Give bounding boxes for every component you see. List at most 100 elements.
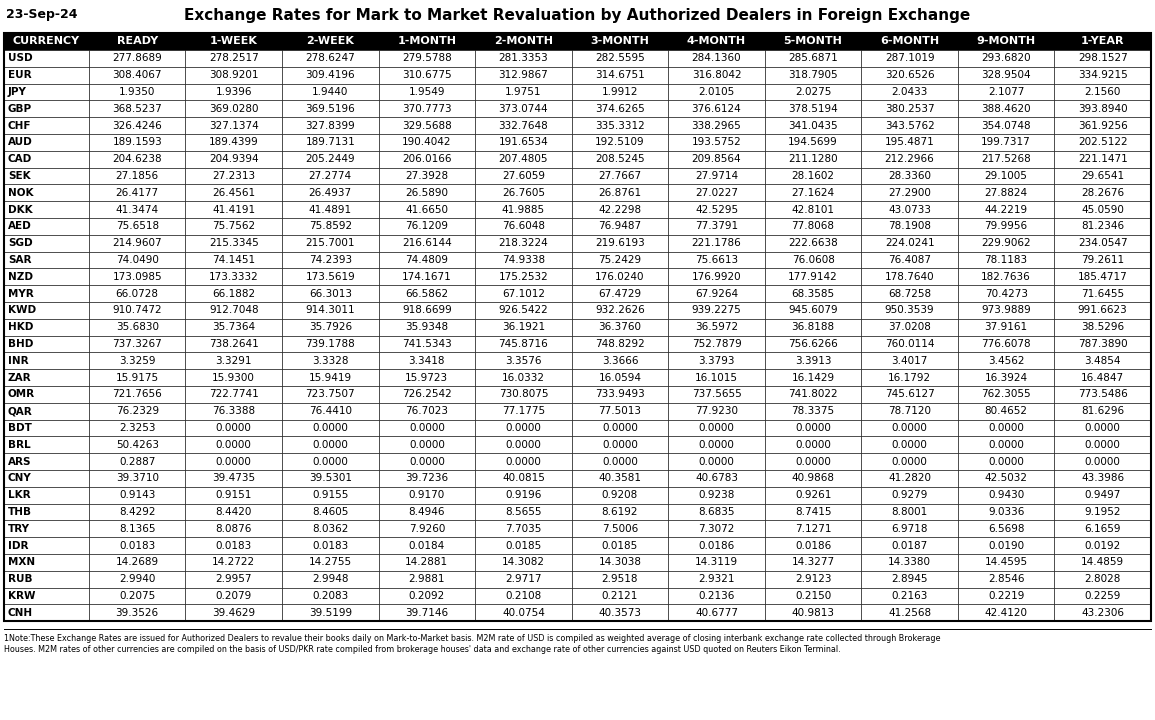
- Text: 2.9518: 2.9518: [602, 575, 639, 584]
- Bar: [186, 604, 282, 621]
- Bar: [282, 150, 379, 168]
- Text: 14.4859: 14.4859: [1081, 557, 1124, 567]
- Text: 0.0187: 0.0187: [892, 541, 927, 551]
- Bar: [669, 336, 765, 352]
- Text: 16.1792: 16.1792: [888, 373, 931, 382]
- Bar: [89, 554, 186, 571]
- Bar: [1055, 150, 1152, 168]
- Bar: [379, 402, 475, 420]
- Text: 78.1183: 78.1183: [984, 255, 1028, 265]
- Text: 71.6455: 71.6455: [1081, 289, 1124, 299]
- Bar: [765, 604, 862, 621]
- Bar: [765, 436, 862, 453]
- Bar: [89, 588, 186, 604]
- Bar: [282, 453, 379, 470]
- Text: 0.0000: 0.0000: [1085, 456, 1120, 467]
- Bar: [89, 100, 186, 117]
- Bar: [475, 302, 572, 319]
- Text: 0.2887: 0.2887: [119, 456, 156, 467]
- Bar: [186, 554, 282, 571]
- Bar: [572, 134, 669, 150]
- Bar: [765, 521, 862, 537]
- Text: 380.2537: 380.2537: [885, 104, 934, 114]
- Bar: [3, 420, 89, 436]
- Text: 14.2881: 14.2881: [405, 557, 448, 567]
- Bar: [862, 319, 957, 336]
- Bar: [186, 436, 282, 453]
- Bar: [765, 285, 862, 302]
- Text: 0.0000: 0.0000: [602, 423, 638, 433]
- Text: 67.9264: 67.9264: [695, 289, 738, 299]
- Text: DKK: DKK: [8, 204, 32, 215]
- Text: 0.0000: 0.0000: [795, 456, 830, 467]
- Text: 43.2306: 43.2306: [1081, 608, 1124, 618]
- Text: 2.0433: 2.0433: [892, 87, 927, 97]
- Text: 75.7562: 75.7562: [213, 222, 255, 231]
- Text: 43.0733: 43.0733: [888, 204, 931, 215]
- Text: 376.6124: 376.6124: [692, 104, 742, 114]
- Bar: [572, 33, 669, 50]
- Bar: [862, 117, 957, 134]
- Text: 14.2722: 14.2722: [213, 557, 255, 567]
- Text: 369.5196: 369.5196: [305, 104, 356, 114]
- Text: 77.3791: 77.3791: [695, 222, 738, 231]
- Text: 27.1856: 27.1856: [116, 171, 158, 181]
- Bar: [475, 269, 572, 285]
- Text: 1.9549: 1.9549: [409, 87, 445, 97]
- Bar: [379, 117, 475, 134]
- Bar: [379, 436, 475, 453]
- Bar: [957, 470, 1055, 487]
- Text: 741.5343: 741.5343: [402, 339, 452, 349]
- Bar: [475, 285, 572, 302]
- Text: KRW: KRW: [8, 591, 36, 601]
- Bar: [765, 201, 862, 218]
- Bar: [669, 402, 765, 420]
- Bar: [765, 588, 862, 604]
- Text: 29.6541: 29.6541: [1081, 171, 1124, 181]
- Text: 335.3312: 335.3312: [595, 120, 644, 130]
- Bar: [862, 336, 957, 352]
- Bar: [957, 369, 1055, 386]
- Bar: [89, 285, 186, 302]
- Bar: [475, 604, 572, 621]
- Bar: [282, 571, 379, 588]
- Text: 0.2259: 0.2259: [1085, 591, 1120, 601]
- Bar: [3, 554, 89, 571]
- Bar: [765, 269, 862, 285]
- Text: 939.2275: 939.2275: [692, 305, 742, 315]
- Bar: [475, 554, 572, 571]
- Bar: [282, 386, 379, 402]
- Bar: [669, 521, 765, 537]
- Text: 0.0000: 0.0000: [795, 423, 830, 433]
- Bar: [669, 487, 765, 503]
- Text: 760.0114: 760.0114: [885, 339, 934, 349]
- Bar: [379, 150, 475, 168]
- Text: 0.2121: 0.2121: [602, 591, 639, 601]
- Bar: [3, 134, 89, 150]
- Bar: [379, 201, 475, 218]
- Text: 733.9493: 733.9493: [595, 390, 644, 400]
- Text: 177.9142: 177.9142: [788, 271, 837, 282]
- Bar: [186, 537, 282, 554]
- Text: 39.3710: 39.3710: [116, 474, 158, 483]
- Bar: [3, 285, 89, 302]
- Bar: [1055, 117, 1152, 134]
- Text: 0.0000: 0.0000: [409, 456, 445, 467]
- Text: 77.9230: 77.9230: [695, 406, 738, 416]
- Text: HKD: HKD: [8, 323, 33, 332]
- Bar: [3, 50, 89, 67]
- Bar: [186, 302, 282, 319]
- Text: 26.5890: 26.5890: [405, 188, 448, 198]
- Text: 0.0000: 0.0000: [989, 423, 1024, 433]
- Bar: [3, 100, 89, 117]
- Bar: [957, 285, 1055, 302]
- Bar: [957, 604, 1055, 621]
- Text: READY: READY: [117, 37, 158, 47]
- Bar: [572, 269, 669, 285]
- Bar: [89, 470, 186, 487]
- Bar: [282, 117, 379, 134]
- Bar: [765, 537, 862, 554]
- Text: 74.1451: 74.1451: [213, 255, 255, 265]
- Text: 6.9718: 6.9718: [892, 524, 927, 534]
- Bar: [572, 84, 669, 100]
